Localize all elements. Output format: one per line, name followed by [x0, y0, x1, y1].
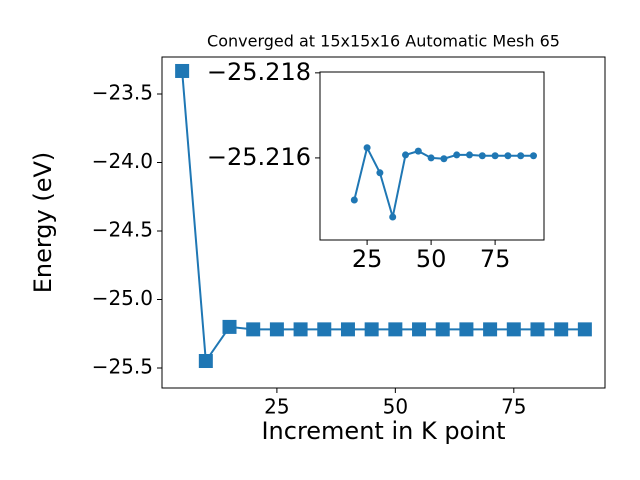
series: [350, 144, 538, 221]
axes-frame: [319, 71, 545, 241]
marker: [483, 322, 498, 337]
marker: [198, 354, 213, 369]
y-tick-label: −25.218: [207, 58, 311, 86]
inset-chart: 25 50 75 −25.218 −25.216: [207, 58, 545, 273]
x-tick-label: 50: [416, 245, 447, 273]
marker: [414, 147, 422, 155]
marker: [246, 322, 261, 337]
y-tick-label: −24.5: [92, 217, 153, 241]
y-tick-label: −24.0: [92, 149, 153, 173]
x-tick-label: 75: [480, 245, 511, 273]
marker: [530, 152, 538, 160]
y-axis-label: Energy (eV): [29, 152, 57, 294]
x-tick-label: 25: [352, 245, 383, 273]
marker: [364, 322, 379, 337]
marker: [554, 322, 569, 337]
marker: [376, 169, 384, 177]
marker: [517, 152, 525, 160]
marker: [478, 152, 486, 160]
y-tick-label: −25.5: [92, 354, 153, 378]
marker: [459, 322, 474, 337]
marker: [317, 322, 332, 337]
marker: [435, 322, 450, 337]
marker: [175, 63, 190, 78]
marker: [440, 155, 448, 163]
marker: [269, 322, 284, 337]
chart-title: Converged at 15x15x16 Automatic Mesh 65: [207, 32, 560, 51]
y-tick-label: −25.0: [92, 286, 153, 310]
series: [175, 63, 592, 369]
marker: [453, 151, 461, 159]
y-tick-label: −23.5: [92, 80, 153, 104]
x-tick-label: 75: [501, 395, 526, 419]
marker: [389, 213, 397, 221]
x-tick-label: 50: [383, 395, 408, 419]
marker: [491, 152, 499, 160]
axes-frame: [161, 56, 606, 389]
marker: [466, 151, 474, 159]
marker: [427, 154, 435, 162]
marker: [412, 322, 427, 337]
marker: [577, 322, 592, 337]
x-tick-label: 25: [264, 395, 289, 419]
marker: [350, 196, 358, 204]
marker: [363, 144, 371, 152]
y-tick-label: −25.216: [207, 143, 311, 171]
marker: [222, 319, 237, 334]
marker: [530, 322, 545, 337]
marker: [506, 322, 521, 337]
marker: [388, 322, 403, 337]
marker: [340, 322, 355, 337]
marker: [504, 152, 512, 160]
marker: [402, 151, 410, 159]
x-axis-label: Increment in K point: [261, 417, 505, 445]
marker: [293, 322, 308, 337]
